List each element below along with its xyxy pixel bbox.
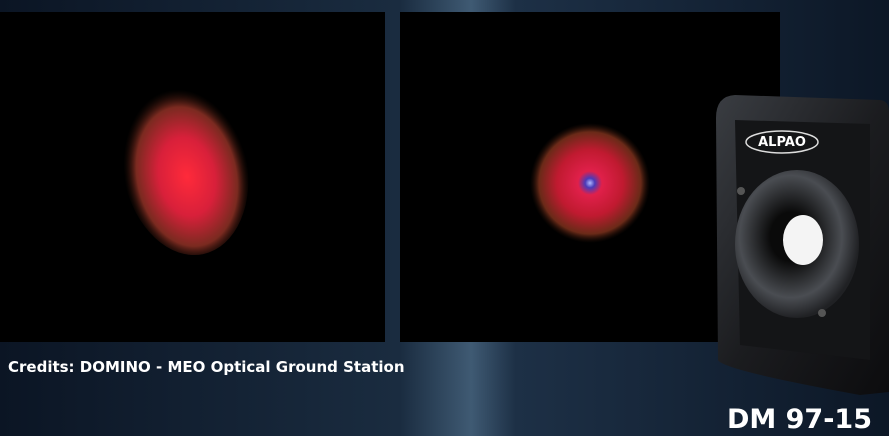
screw [737,187,745,195]
logo-ring [745,130,819,154]
beam-spot-after [530,123,650,243]
product-name: DM 97-15 [727,404,872,435]
beam-spot-before [121,80,249,256]
caption: Credits: DOMINO - MEO Optical Ground Sta… [8,358,405,376]
deformable-mirror: ALPAO [716,95,889,395]
brand-logo: ALPAO [758,135,806,150]
screw [818,309,826,317]
mirror-surface [783,215,823,265]
